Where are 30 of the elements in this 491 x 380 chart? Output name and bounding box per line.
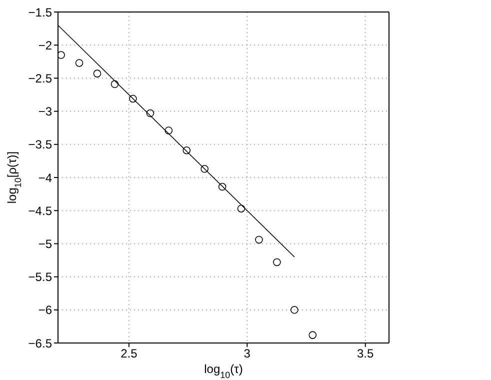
y-tick-label: −1.5 <box>28 5 52 20</box>
point <box>290 306 298 314</box>
y-tick-label: −4 <box>38 170 52 185</box>
point <box>218 182 226 191</box>
y-tick-label: −3 <box>38 104 52 119</box>
point <box>273 258 281 266</box>
point <box>75 59 84 67</box>
point <box>146 109 154 118</box>
point <box>237 204 246 213</box>
point <box>200 164 208 173</box>
point <box>110 80 119 88</box>
point <box>93 70 102 78</box>
point <box>164 126 173 134</box>
y-tick-label: −2.5 <box>28 71 52 86</box>
y-tick-label: −5 <box>38 236 52 251</box>
point <box>182 146 191 154</box>
point <box>129 94 137 103</box>
x-axis-title: log$_{10}$(τ) <box>204 362 243 380</box>
y-tick-label: −6.5 <box>28 336 52 350</box>
x-tick-label: 3.5 <box>357 346 374 361</box>
y-tick-label: −3.5 <box>28 138 52 152</box>
x-tick-label: 3 <box>244 346 251 361</box>
y-tick-label: −6 <box>38 303 52 318</box>
point <box>308 331 317 339</box>
y-tick-label: −4.5 <box>28 204 52 218</box>
point <box>255 236 263 244</box>
x-tick-label: 2.5 <box>120 346 138 361</box>
y-tick-label: −2 <box>38 38 52 52</box>
y-tick-label: −5.5 <box>28 270 52 284</box>
point <box>58 51 65 59</box>
